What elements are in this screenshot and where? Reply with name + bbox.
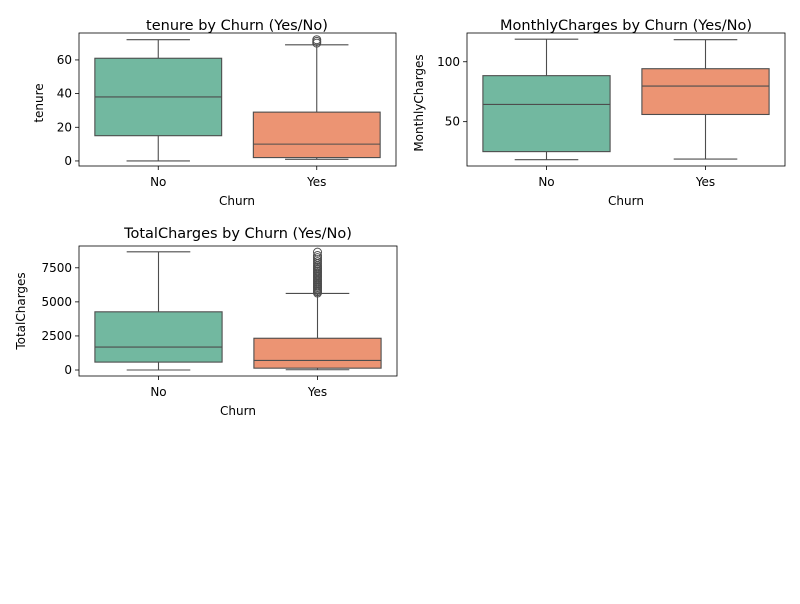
x-tick-label: No	[150, 175, 166, 189]
y-tick-label: 20	[57, 120, 72, 134]
x-tick-label: Yes	[307, 385, 327, 399]
box-no	[94, 39, 223, 162]
y-tick-label: 2500	[41, 329, 72, 343]
iqr-box	[253, 337, 382, 369]
iqr-box	[252, 111, 381, 159]
axes-frame	[466, 32, 786, 167]
y-tick-label: 5000	[41, 295, 72, 309]
box-yes	[252, 35, 381, 160]
iqr-box	[482, 75, 611, 153]
plot-marks: 50 100 No Yes	[437, 32, 786, 189]
x-axis-label: Churn	[220, 404, 256, 418]
box-no	[482, 38, 611, 161]
chart-title: tenure by Churn (Yes/No)	[146, 18, 328, 34]
y-tick-label: 50	[445, 115, 460, 129]
y-axis-label: MonthlyCharges	[412, 54, 426, 151]
axes-frame	[78, 245, 398, 377]
outlier-point	[313, 247, 322, 257]
plot-marks: 0 20 40 60 No Yes	[57, 32, 397, 189]
box-yes	[641, 39, 770, 160]
iqr-box	[94, 311, 223, 363]
axes-frame	[78, 32, 397, 167]
y-tick-label: 0	[64, 363, 72, 377]
chart-title: TotalCharges by Churn (Yes/No)	[123, 226, 352, 242]
plot-marks: 0 2500 5000 7500 No Yes	[41, 245, 398, 399]
x-axis-label: Churn	[608, 194, 644, 208]
box-no	[94, 251, 223, 371]
box-yes	[253, 247, 382, 371]
monthlycharges-boxplot-panel: MonthlyCharges by Churn (Yes/No) Monthly…	[412, 18, 786, 208]
x-tick-label: Yes	[695, 175, 715, 189]
y-axis-label: TotalCharges	[14, 272, 28, 350]
x-tick-label: Yes	[306, 175, 326, 189]
y-axis-label: tenure	[32, 83, 46, 122]
chart-title: MonthlyCharges by Churn (Yes/No)	[500, 18, 752, 34]
y-tick-label: 0	[64, 154, 72, 168]
y-tick-label: 100	[437, 55, 460, 69]
outlier-point	[313, 251, 322, 261]
x-axis-label: Churn	[219, 194, 255, 208]
outlier-point	[312, 35, 322, 45]
y-tick-label: 40	[57, 87, 72, 101]
iqr-box	[641, 68, 770, 116]
y-tick-label: 7500	[41, 261, 72, 275]
x-tick-label: No	[538, 175, 554, 189]
totalcharges-boxplot-panel: TotalCharges by Churn (Yes/No) TotalChar…	[14, 226, 398, 418]
x-tick-label: No	[150, 385, 166, 399]
tenure-boxplot-panel: tenure by Churn (Yes/No) tenure Churn 0 2…	[32, 18, 397, 208]
y-tick-label: 60	[57, 53, 72, 67]
